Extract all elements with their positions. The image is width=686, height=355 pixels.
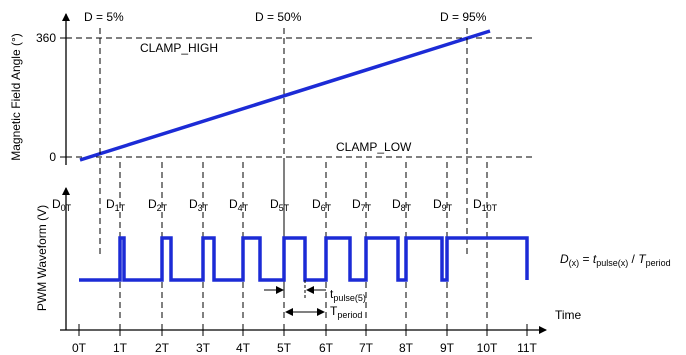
period-label-1t: D1T (106, 197, 126, 213)
duty-guides (99, 28, 488, 322)
period-label-9t: D9T (433, 197, 453, 213)
tpulse-sub: pulse(5) (333, 293, 366, 303)
top-y-axis-label: Magnetic Field Angle (°) (9, 33, 23, 161)
formula-den-sub: period (646, 258, 671, 268)
tperiod-base: T (330, 304, 338, 318)
time-tick-label-1t: 1T (113, 341, 128, 355)
period-label-3t: D3T (189, 197, 209, 213)
time-tick-label-6t: 6T (319, 341, 334, 355)
tpulse-base: t (330, 287, 334, 301)
formula-lhs-sub: (x) (569, 258, 580, 268)
pwm-waveform (79, 236, 529, 282)
tpulse-label: tpulse(5) (330, 287, 366, 303)
formula-num-sub: pulse(x) (596, 258, 628, 268)
clamp-low-label: CLAMP_LOW (336, 140, 412, 154)
duty-formula: D(x) = tpulse(x) / Tperiod (560, 252, 671, 268)
angle-ramp-line (79, 29, 491, 162)
duty-marker-50: D = 50% (255, 10, 302, 24)
tperiod-sub: period (337, 310, 362, 320)
period-label-0t: D0T (52, 197, 72, 213)
period-labels: D0T D1T D2T D3T D4T D5T D6T D7T D8T D9T D10T (52, 197, 498, 213)
time-tick-label-5t: 5T (277, 341, 292, 355)
time-tick-label-8t: 8T (399, 341, 414, 355)
time-tick-label-7t: 7T (359, 341, 374, 355)
formula-slash: / (628, 252, 638, 266)
period-label-4t: D4T (229, 197, 249, 213)
clamp-high-label: CLAMP_HIGH (140, 41, 218, 55)
formula-lhs: D (560, 252, 569, 266)
period-label-8t: D8T (392, 197, 412, 213)
period-label-10t: D10T (473, 197, 498, 213)
period-label-7t: D7T (352, 197, 372, 213)
tperiod-label: Tperiod (330, 304, 362, 320)
time-tick-label-2t: 2T (155, 341, 170, 355)
tick-label-360: 360 (36, 31, 56, 45)
duty-marker-95: D = 95% (440, 10, 487, 24)
time-tick-label-0t: 0T (72, 341, 87, 355)
period-label-6t: D6T (312, 197, 332, 213)
time-ticks: 0T 1T 2T 3T 4T 5T 6T 7T 8T 9T 10T 11T (72, 324, 538, 355)
time-tick-label-4t: 4T (236, 341, 251, 355)
period-label-5t: D5T (270, 197, 290, 213)
formula-equals: = (579, 252, 593, 266)
time-tick-label-11t: 11T (517, 341, 537, 355)
formula-den: T (638, 252, 647, 266)
tick-label-0: 0 (49, 150, 56, 164)
period-label-2t: D2T (148, 197, 168, 213)
bottom-y-axis-label: PWM Waveform (V) (35, 205, 49, 311)
time-axis-label: Time (555, 308, 582, 322)
bottom-plot: D0TD1TD2TD3TD4TD5TD6TD7TD8TD9TD10T PWM W… (35, 187, 671, 355)
duty-marker-5: D = 5% (84, 10, 124, 24)
time-tick-label-10t: 10T (477, 341, 498, 355)
formula-num: t (593, 252, 597, 266)
top-plot: 360 0 Magnetic Field Angle (°) CLAMP_HIG… (9, 10, 536, 165)
time-tick-label-9t: 9T (440, 341, 455, 355)
time-tick-label-3t: 3T (196, 341, 211, 355)
